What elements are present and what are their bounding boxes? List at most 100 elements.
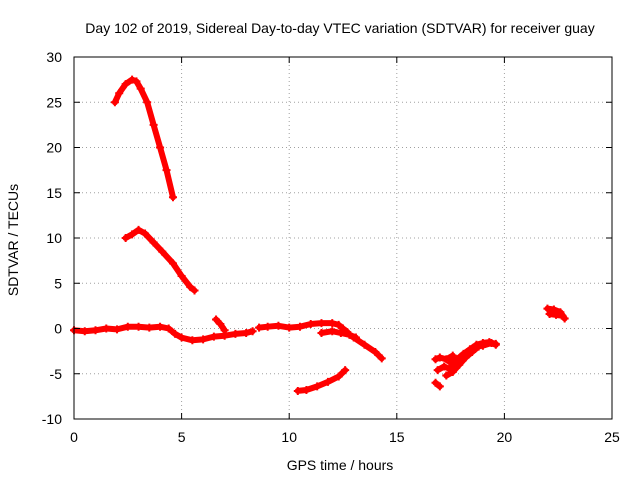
x-axis-title: GPS time / hours [287, 457, 394, 473]
data-point [168, 259, 177, 268]
data-point [431, 355, 440, 364]
data-point [220, 326, 229, 335]
data-point [263, 322, 272, 331]
x-tick-label: 10 [281, 429, 297, 445]
data-point [141, 229, 150, 238]
data-point [162, 166, 171, 175]
series-arc-mid [121, 225, 199, 295]
data-point [177, 333, 186, 342]
data-point [136, 84, 145, 93]
data-point [285, 323, 294, 332]
data-point [242, 329, 251, 338]
data-point [156, 322, 165, 331]
data-point [491, 340, 500, 349]
data-point [371, 348, 380, 357]
series-arc-high [110, 75, 177, 202]
y-tick-label: -5 [50, 366, 63, 382]
data-point [132, 77, 141, 86]
data-point [455, 360, 464, 369]
data-point [216, 319, 225, 328]
data-point [558, 311, 567, 320]
y-tick-label: -10 [42, 411, 62, 427]
data-point [123, 322, 132, 331]
data-point [149, 120, 158, 129]
data-point [446, 358, 455, 367]
data-point [248, 327, 257, 336]
grid-layer [74, 57, 612, 419]
data-point [306, 319, 315, 328]
data-point [143, 98, 152, 107]
data-point [465, 345, 474, 354]
data-point [80, 327, 89, 336]
data-point [164, 324, 173, 333]
data-point [328, 319, 337, 328]
x-tick-label: 20 [497, 429, 513, 445]
data-point [459, 349, 468, 358]
data-point [209, 332, 218, 341]
data-point [293, 386, 302, 395]
data-point [231, 329, 240, 338]
data-point [168, 193, 177, 202]
data-point [349, 333, 358, 342]
tick-layer: 0 5 10 15 20 25 -10 -5 0 5 10 15 20 25 30 [42, 49, 620, 445]
data-point [435, 353, 444, 362]
data-point [134, 225, 143, 234]
data-point [295, 322, 304, 331]
data-point [328, 327, 337, 336]
data-point [115, 89, 124, 98]
data-point [302, 386, 311, 395]
data-point [433, 366, 442, 375]
series-arc-zero-a [70, 322, 257, 345]
series-arc-descend [341, 328, 386, 363]
series-arc-cluster-e [446, 338, 500, 367]
data-point [341, 328, 350, 337]
series-arc-cluster-a [431, 351, 457, 364]
x-tick-label: 25 [604, 429, 620, 445]
data-point [102, 324, 111, 333]
data-point [134, 322, 143, 331]
y-axis-title: SDTVAR / TECUs [5, 184, 21, 296]
data-point [313, 382, 322, 391]
data-point [128, 75, 137, 84]
series-arc-spike [212, 315, 229, 335]
series-layer [70, 75, 569, 395]
x-tick-label: 15 [389, 429, 405, 445]
series-line [122, 226, 198, 294]
data-point [190, 286, 199, 295]
data-point [255, 323, 264, 332]
data-point [274, 321, 283, 330]
series-arc-late-b [545, 310, 567, 320]
data-point [113, 325, 122, 334]
series-line [111, 76, 176, 201]
data-point [487, 338, 496, 347]
data-point [442, 355, 451, 364]
data-point [156, 143, 165, 152]
data-point [177, 272, 186, 281]
data-point [442, 371, 451, 380]
data-point [435, 382, 444, 391]
data-point [199, 335, 208, 344]
y-tick-label: 5 [54, 275, 62, 291]
series-arc-cluster-b [431, 378, 444, 391]
y-tick-label: 0 [54, 321, 62, 337]
data-point [91, 326, 100, 335]
data-point [431, 378, 440, 387]
data-point [448, 367, 457, 376]
series-arc-low [293, 366, 350, 395]
x-tick-label: 0 [70, 429, 78, 445]
data-point [171, 329, 180, 338]
y-tick-label: 15 [46, 185, 62, 201]
y-tick-label: 25 [46, 94, 62, 110]
data-point [128, 230, 137, 239]
data-point [377, 354, 386, 363]
y-tick-label: 30 [46, 49, 62, 65]
chart-title: Day 102 of 2019, Sidereal Day-to-day VTE… [85, 20, 594, 36]
data-point [478, 341, 487, 350]
y-tick-label: 20 [46, 140, 62, 156]
data-point [360, 340, 369, 349]
data-point [145, 323, 154, 332]
data-point [158, 247, 167, 256]
series-arc-zero-b [255, 319, 352, 337]
data-point [317, 329, 326, 338]
